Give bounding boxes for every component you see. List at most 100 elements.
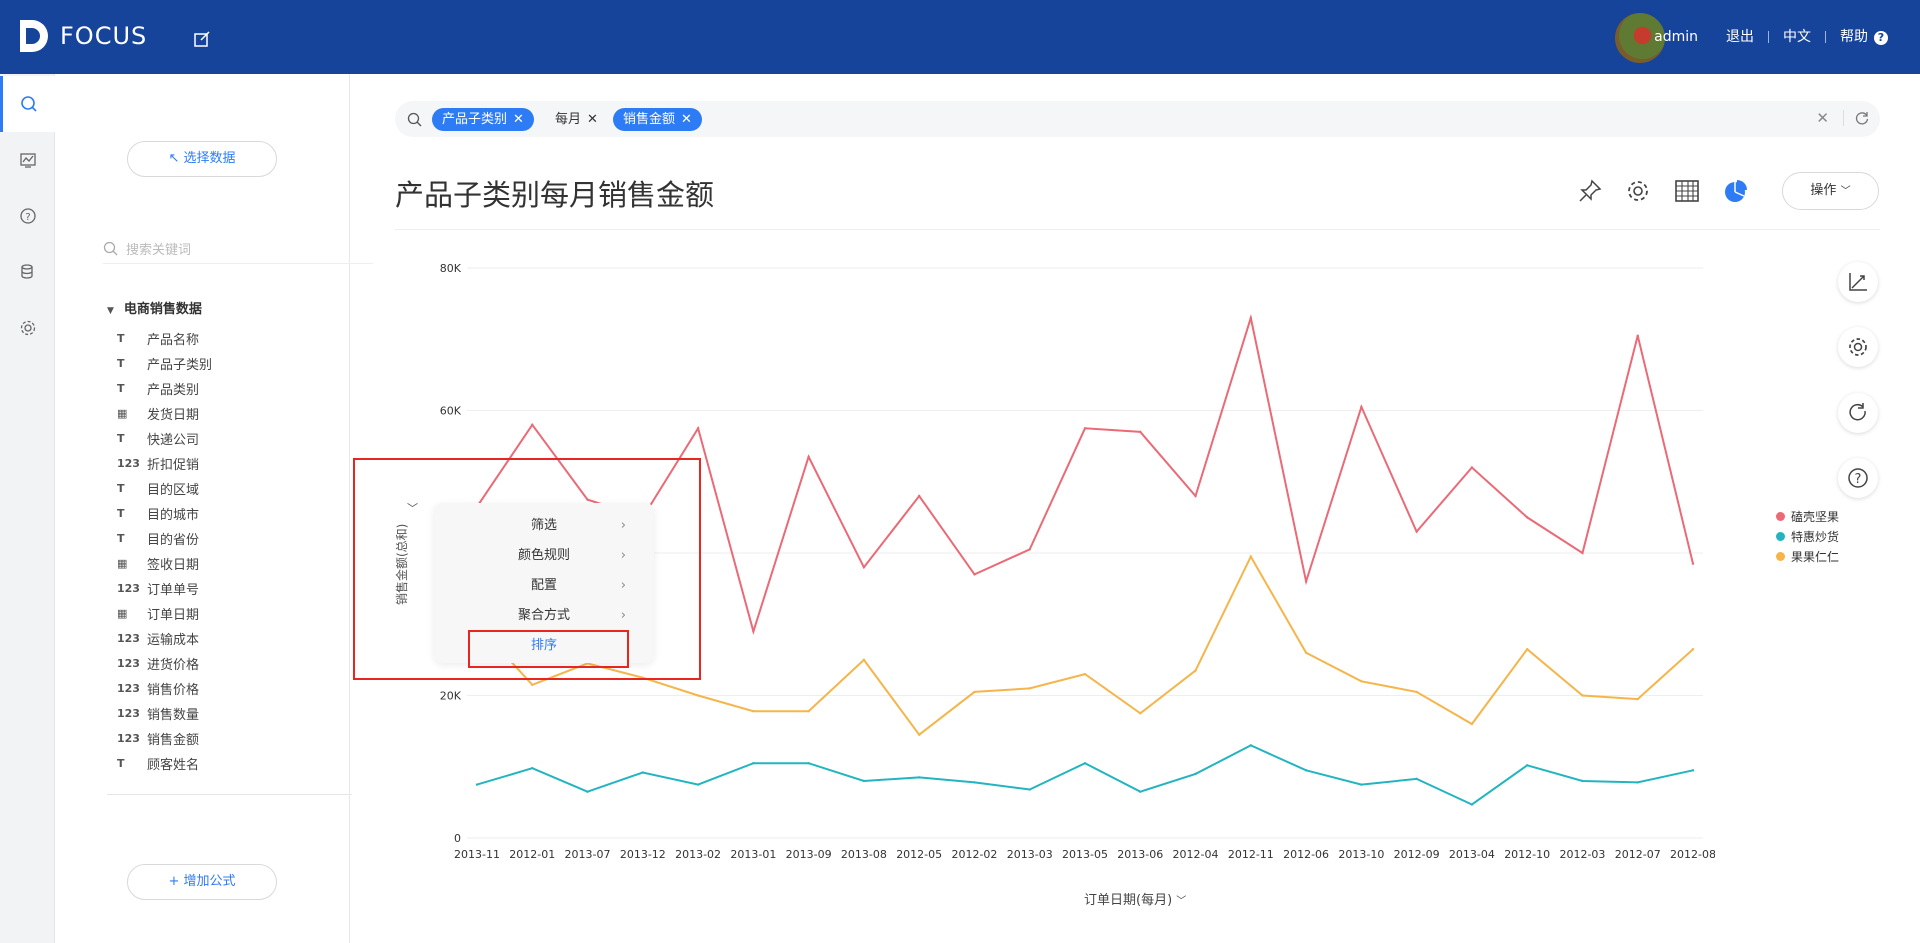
select-data-button[interactable]: ↖ 选择数据 [127, 141, 277, 177]
rail-help[interactable]: ? [0, 188, 55, 244]
field-item[interactable]: T 目的省份 [117, 526, 212, 551]
data-point[interactable] [1526, 764, 1528, 766]
field-item[interactable]: 123 折扣促销 [117, 451, 212, 476]
data-point[interactable] [1305, 580, 1307, 582]
data-point[interactable] [1415, 530, 1417, 532]
axis-tool[interactable] [1838, 262, 1878, 302]
data-point[interactable] [642, 771, 644, 773]
data-point[interactable] [1415, 691, 1417, 693]
data-point[interactable] [1250, 317, 1252, 319]
close-icon[interactable]: ✕ [681, 112, 692, 127]
data-point[interactable] [807, 710, 809, 712]
username[interactable]: admin [1654, 27, 1712, 47]
add-formula-button[interactable]: + 增加公式 [127, 864, 277, 900]
data-point[interactable] [1139, 790, 1141, 792]
rail-dashboard[interactable] [0, 132, 55, 188]
help-link[interactable]: 帮助? [1826, 27, 1902, 47]
field-item[interactable]: 123 销售价格 [117, 676, 212, 701]
data-point[interactable] [973, 691, 975, 693]
data-point[interactable] [807, 762, 809, 764]
data-point[interactable] [1305, 652, 1307, 654]
data-point[interactable] [531, 424, 533, 426]
data-point[interactable] [973, 573, 975, 575]
close-icon[interactable]: ✕ [587, 112, 598, 127]
data-point[interactable] [752, 630, 754, 632]
data-point[interactable] [531, 684, 533, 686]
data-point[interactable] [1139, 431, 1141, 433]
language-switch[interactable]: 中文 [1769, 27, 1825, 47]
data-point[interactable] [1250, 744, 1252, 746]
data-point[interactable] [1526, 648, 1528, 650]
data-point[interactable] [752, 710, 754, 712]
field-item[interactable]: T 产品类别 [117, 376, 212, 401]
data-point[interactable] [1029, 687, 1031, 689]
data-point[interactable] [1581, 780, 1583, 782]
field-item[interactable]: T 快递公司 [117, 426, 212, 451]
table-icon[interactable] [1674, 178, 1700, 208]
data-point[interactable] [1637, 781, 1639, 783]
help-tool[interactable]: ? [1838, 458, 1878, 498]
clear-icon[interactable]: ✕ [1816, 109, 1829, 127]
data-point[interactable] [1194, 669, 1196, 671]
query-tag[interactable]: 产品子类别 ✕ [432, 108, 534, 131]
data-point[interactable] [1637, 334, 1639, 336]
field-item[interactable]: ▦ 签收日期 [117, 551, 212, 576]
data-point[interactable] [1029, 788, 1031, 790]
data-point[interactable] [1139, 712, 1141, 714]
x-axis-title[interactable]: 订单日期(每月) ﹀ [1084, 889, 1186, 908]
data-point[interactable] [863, 780, 865, 782]
keyword-search[interactable]: 搜索关键词 [103, 234, 373, 264]
data-point[interactable] [918, 495, 920, 497]
data-point[interactable] [1360, 783, 1362, 785]
data-point[interactable] [1692, 648, 1694, 650]
field-item[interactable]: T 目的区域 [117, 476, 212, 501]
pin-icon[interactable] [1577, 178, 1603, 208]
data-point[interactable] [1692, 562, 1694, 564]
data-point[interactable] [586, 790, 588, 792]
rail-settings[interactable] [0, 300, 55, 356]
query-tag[interactable]: 销售金额 ✕ [613, 108, 702, 131]
query-search-bar[interactable]: 产品子类别 ✕ 每月 ✕ 销售金额 ✕ ✕ [395, 101, 1880, 137]
data-point[interactable] [1471, 723, 1473, 725]
operations-dropdown[interactable]: 操作 ﹀ [1782, 172, 1879, 210]
data-point[interactable] [1360, 406, 1362, 408]
logout-link[interactable]: 退出 [1712, 27, 1768, 47]
data-point[interactable] [1526, 516, 1528, 518]
data-point[interactable] [1084, 673, 1086, 675]
data-point[interactable] [1194, 773, 1196, 775]
rail-search[interactable] [0, 76, 55, 132]
data-point[interactable] [1471, 466, 1473, 468]
logo[interactable]: FOCUS [18, 18, 147, 54]
data-point[interactable] [1360, 680, 1362, 682]
query-tag[interactable]: 每月 ✕ [545, 108, 608, 131]
data-point[interactable] [1471, 803, 1473, 805]
field-item[interactable]: T 顾客姓名 [117, 751, 212, 776]
settings-icon[interactable] [1625, 178, 1651, 208]
rotate-tool[interactable] [1838, 393, 1878, 433]
data-point[interactable] [1692, 769, 1694, 771]
data-point[interactable] [918, 776, 920, 778]
data-point[interactable] [1415, 778, 1417, 780]
data-point[interactable] [697, 427, 699, 429]
data-point[interactable] [1029, 548, 1031, 550]
field-item[interactable]: 123 运输成本 [117, 626, 212, 651]
field-item[interactable]: 123 销售金额 [117, 726, 212, 751]
field-item[interactable]: ▦ 订单日期 [117, 601, 212, 626]
pie-chart-icon[interactable] [1723, 178, 1749, 208]
data-point[interactable] [863, 659, 865, 661]
data-point[interactable] [1637, 698, 1639, 700]
dataset-node[interactable]: ▼ 电商销售数据 [107, 298, 202, 317]
field-item[interactable]: 123 进货价格 [117, 651, 212, 676]
data-point[interactable] [1581, 694, 1583, 696]
legend-item[interactable]: 果果仁仁 [1776, 546, 1839, 566]
data-point[interactable] [1194, 495, 1196, 497]
data-point[interactable] [697, 694, 699, 696]
data-point[interactable] [1305, 769, 1307, 771]
data-point[interactable] [697, 783, 699, 785]
data-point[interactable] [476, 783, 478, 785]
rail-database[interactable] [0, 244, 55, 300]
data-point[interactable] [1084, 427, 1086, 429]
series-line-1[interactable] [477, 745, 1693, 804]
data-point[interactable] [807, 456, 809, 458]
data-point[interactable] [1084, 762, 1086, 764]
